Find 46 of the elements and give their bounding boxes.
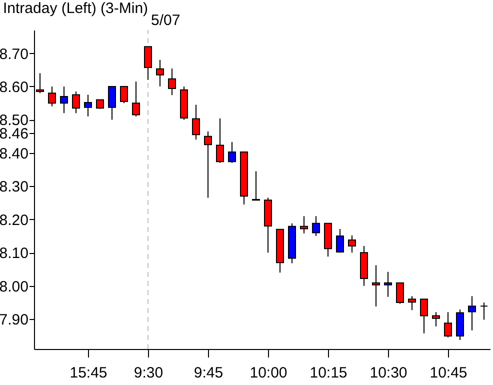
candlestick — [228, 141, 236, 164]
y-tick-label: 8.60 — [0, 78, 28, 96]
candlestick — [84, 94, 92, 117]
x-tick-label: 15:45 — [70, 364, 108, 382]
candlestick — [468, 296, 476, 331]
candlestick — [60, 86, 68, 114]
candlestick — [372, 264, 380, 307]
candlestick — [120, 86, 128, 104]
chart-title: Intraday (Left) (3-Min) — [3, 0, 148, 17]
candlestick — [252, 170, 260, 201]
x-tick-label: 10:30 — [370, 364, 408, 382]
candlestick — [384, 271, 392, 298]
candlestick — [408, 296, 416, 311]
x-tick-label: 9:30 — [134, 364, 164, 382]
candlestick — [144, 46, 152, 80]
x-tick-label: 9:45 — [194, 364, 224, 382]
candlestick — [444, 312, 452, 338]
candlestick — [216, 118, 224, 164]
candlestick — [420, 298, 428, 334]
x-tick-label: 10:15 — [310, 364, 348, 382]
ref-line-label: 5/07 — [151, 12, 180, 29]
candlestick — [432, 312, 440, 327]
y-tick-label: 8.00 — [0, 278, 28, 296]
candlestick — [300, 216, 308, 234]
candlestick — [108, 86, 116, 120]
y-tick-label: 8.70 — [0, 46, 28, 63]
candlestick — [480, 302, 488, 320]
candlestick — [456, 308, 464, 341]
candlestick — [312, 216, 320, 237]
x-tick-label: 10:00 — [250, 364, 288, 382]
candlestick — [336, 228, 344, 254]
candlestick — [72, 90, 80, 114]
candlestick — [396, 282, 404, 304]
candlestick — [48, 86, 56, 107]
y-tick-label: 8.10 — [0, 245, 28, 262]
x-tick-label: 10:45 — [430, 364, 468, 382]
candlestick — [204, 130, 212, 198]
candlestick — [348, 234, 356, 254]
y-tick-label: 8.20 — [0, 212, 28, 229]
y-tick-label: 8.40 — [0, 145, 28, 162]
candlestick — [156, 59, 164, 87]
y-tick-label: 8.30 — [0, 178, 28, 196]
candlestick — [192, 104, 200, 140]
candlestick — [132, 81, 140, 117]
y-tick-label: 7.90 — [0, 312, 28, 329]
candlestick — [168, 68, 176, 96]
